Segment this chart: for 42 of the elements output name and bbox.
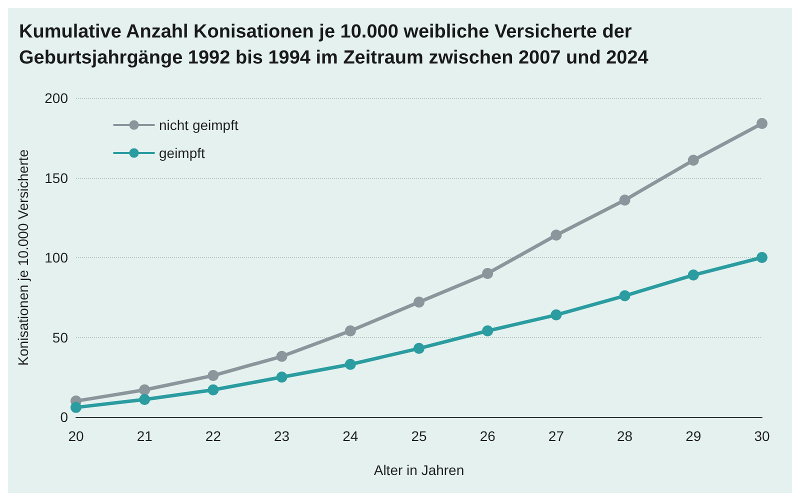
y-tick-label: 200	[44, 90, 68, 106]
x-tick-label: 30	[754, 428, 770, 444]
x-tick-label: 25	[411, 428, 427, 444]
point	[688, 270, 699, 281]
x-tick-label: 28	[617, 428, 633, 444]
point	[414, 342, 424, 354]
x-tick-label: 29	[686, 428, 702, 444]
point	[139, 384, 150, 396]
point	[482, 268, 494, 279]
x-tick-label: 22	[205, 428, 222, 444]
y-tick-label: 0	[60, 409, 68, 425]
x-tick-label: 27	[548, 428, 564, 444]
point	[414, 296, 424, 308]
legend-label: geimpft	[159, 145, 206, 161]
legend-label: nicht geimpft	[159, 117, 238, 133]
x-tick-label: 23	[274, 428, 290, 444]
point	[619, 194, 630, 206]
chart-title: Kumulative Anzahl Konisationen je 10.000 weibliche Versicherte der Geburtsjahrgänge 1992 bis 1994 im Zeitraum zwischen 2007 und 2024	[19, 22, 649, 68]
point	[344, 325, 356, 336]
point	[276, 350, 288, 362]
point	[482, 325, 494, 336]
point	[208, 384, 219, 396]
point	[70, 402, 82, 413]
x-tick-label: 26	[480, 428, 496, 444]
y-tick-label: 100	[44, 250, 68, 266]
x-tick-label: 20	[68, 428, 84, 444]
y-axis-title: Konisationen je 10.000 Versicherte	[15, 149, 31, 366]
point	[756, 118, 768, 130]
point	[550, 309, 562, 320]
point	[619, 290, 630, 302]
x-axis-title: Alter in Jahren	[374, 462, 464, 478]
x-tick-label: 21	[136, 428, 153, 444]
point	[756, 252, 768, 263]
point	[276, 372, 288, 383]
point	[139, 394, 150, 405]
y-tick-label: 150	[44, 170, 68, 186]
point	[688, 154, 699, 166]
point	[344, 358, 356, 370]
point	[208, 370, 219, 382]
y-tick-label: 50	[52, 329, 68, 346]
x-tick-label: 24	[342, 428, 358, 444]
point	[550, 230, 562, 241]
